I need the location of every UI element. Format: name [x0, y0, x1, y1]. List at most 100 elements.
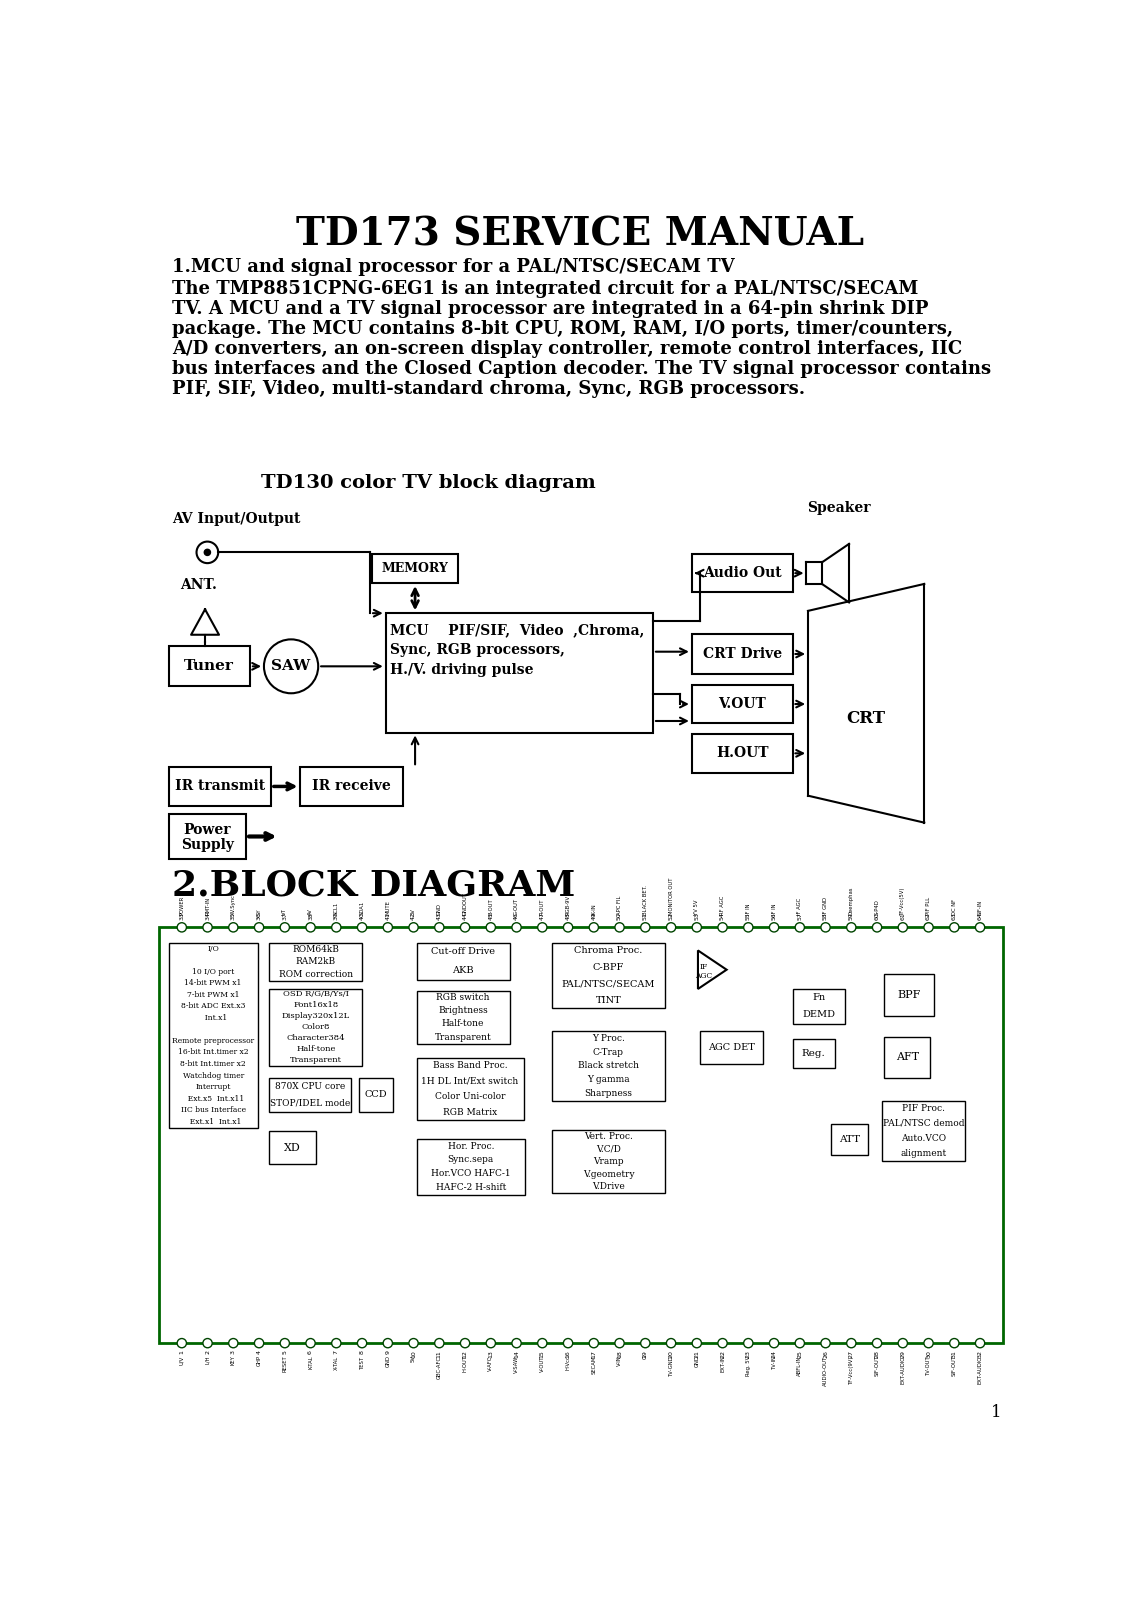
Text: Power: Power — [183, 822, 231, 837]
Circle shape — [950, 923, 959, 931]
Bar — [169, 814, 246, 859]
Circle shape — [744, 923, 753, 931]
Text: Reg.: Reg. — [801, 1050, 825, 1058]
Text: Font16x18: Font16x18 — [293, 1002, 338, 1010]
Circle shape — [564, 1339, 573, 1347]
Circle shape — [280, 1339, 290, 1347]
Circle shape — [718, 923, 727, 931]
Text: DC NF: DC NF — [952, 899, 957, 915]
Text: PAL/NTSC/SECAM: PAL/NTSC/SECAM — [561, 979, 655, 989]
Text: APC FIL: APC FIL — [617, 896, 623, 915]
Text: V-OUT: V-OUT — [540, 1355, 544, 1371]
Circle shape — [197, 541, 218, 563]
Text: 9: 9 — [385, 1350, 391, 1354]
Bar — [269, 1077, 351, 1112]
Text: 29: 29 — [900, 1350, 906, 1358]
Text: PAL/NTSC demod: PAL/NTSC demod — [883, 1118, 964, 1128]
Text: Half-tone: Half-tone — [297, 1045, 335, 1053]
Text: 870X CPU core: 870X CPU core — [275, 1082, 345, 1091]
Text: Y gamma: Y gamma — [588, 1075, 629, 1085]
Text: Hor. Proc.: Hor. Proc. — [447, 1141, 495, 1150]
Circle shape — [229, 923, 238, 931]
Text: VT: VT — [282, 909, 288, 915]
Bar — [884, 1037, 931, 1077]
Text: 17: 17 — [591, 1350, 597, 1358]
Text: IF AGC: IF AGC — [797, 898, 803, 915]
Text: Supply: Supply — [181, 838, 234, 851]
Text: C-Trap: C-Trap — [593, 1048, 624, 1056]
Text: SIF-OUT: SIF-OUT — [875, 1355, 880, 1376]
Text: 44: 44 — [463, 912, 468, 920]
Text: ROM correction: ROM correction — [278, 970, 353, 979]
Text: V-IN: V-IN — [617, 1355, 623, 1366]
Circle shape — [770, 1339, 779, 1347]
Bar — [552, 1032, 664, 1101]
Circle shape — [461, 923, 470, 931]
Circle shape — [795, 923, 805, 931]
Circle shape — [177, 1339, 187, 1347]
Bar — [359, 1077, 394, 1112]
Circle shape — [692, 923, 702, 931]
Text: RF AGC: RF AGC — [720, 896, 726, 915]
Text: Fn: Fn — [813, 994, 825, 1002]
Text: L/H: L/H — [205, 1355, 211, 1363]
Text: IF IN: IF IN — [746, 904, 751, 915]
Text: 4: 4 — [257, 1350, 261, 1354]
Text: IF
AGC: IF AGC — [695, 963, 713, 979]
Text: AGC DET: AGC DET — [708, 1043, 755, 1051]
Text: Chroma Proc.: Chroma Proc. — [574, 947, 643, 955]
Text: Black stretch: Black stretch — [578, 1061, 638, 1070]
Text: 13: 13 — [488, 1350, 494, 1358]
Text: RESET: RESET — [282, 1355, 288, 1373]
Text: EXT-AUDIO: EXT-AUDIO — [900, 1355, 906, 1384]
Circle shape — [641, 1339, 650, 1347]
Text: Cut-off Drive: Cut-off Drive — [431, 947, 495, 957]
Text: 26: 26 — [823, 1350, 827, 1358]
Text: TD130 color TV block diagram: TD130 color TV block diagram — [260, 474, 595, 493]
Text: IIC bus Interface: IIC bus Interface — [181, 1106, 246, 1114]
Text: I/O: I/O — [207, 944, 220, 952]
Circle shape — [435, 923, 444, 931]
Text: CRT Drive: CRT Drive — [703, 646, 782, 661]
Bar — [169, 646, 250, 686]
Text: 43: 43 — [437, 912, 441, 920]
Bar — [269, 989, 362, 1066]
Bar — [692, 554, 792, 592]
Circle shape — [332, 1339, 341, 1347]
Text: Deemphas: Deemphas — [849, 886, 854, 915]
Text: 34: 34 — [205, 912, 211, 920]
Text: Sharpness: Sharpness — [584, 1090, 633, 1098]
Text: OSD R/G/B/Ys/I: OSD R/G/B/Ys/I — [283, 990, 349, 998]
Text: SCL1: SCL1 — [334, 902, 338, 915]
Text: 5V: 5V — [411, 1355, 417, 1363]
Circle shape — [770, 923, 779, 931]
Text: Character384: Character384 — [286, 1035, 345, 1043]
Text: 49: 49 — [591, 912, 597, 920]
Circle shape — [924, 923, 933, 931]
Text: 53: 53 — [694, 912, 700, 920]
Text: Transparent: Transparent — [435, 1032, 491, 1042]
Text: 1H DL Int/Ext switch: 1H DL Int/Ext switch — [421, 1077, 518, 1086]
Text: package. The MCU contains 8-bit CPU, ROM, RAM, I/O ports, timer/counters,: package. The MCU contains 8-bit CPU, ROM… — [172, 320, 953, 338]
Text: 8: 8 — [360, 1350, 365, 1354]
Text: H-Vcc: H-Vcc — [566, 1355, 571, 1370]
Text: IF IN: IF IN — [772, 904, 777, 915]
Circle shape — [512, 923, 521, 931]
Text: GND: GND — [385, 1355, 391, 1368]
Circle shape — [177, 923, 187, 931]
Text: X-TAL: X-TAL — [334, 1355, 338, 1370]
Text: Vert. Proc.: Vert. Proc. — [584, 1131, 633, 1141]
Text: STOP/IDEL mode: STOP/IDEL mode — [269, 1099, 350, 1107]
Text: SAW: SAW — [272, 659, 310, 674]
Text: CCD: CCD — [365, 1090, 387, 1099]
Text: RGB-9V: RGB-9V — [566, 894, 571, 915]
Circle shape — [924, 1339, 933, 1347]
Text: MUTE: MUTE — [385, 901, 391, 915]
Text: 61: 61 — [900, 912, 906, 920]
Text: 19: 19 — [643, 1350, 648, 1358]
Text: V.geometry: V.geometry — [583, 1170, 634, 1179]
Text: 33: 33 — [179, 912, 185, 920]
Text: 42: 42 — [411, 912, 417, 920]
Text: RGB switch: RGB switch — [436, 994, 490, 1002]
Text: 30: 30 — [926, 1350, 931, 1358]
